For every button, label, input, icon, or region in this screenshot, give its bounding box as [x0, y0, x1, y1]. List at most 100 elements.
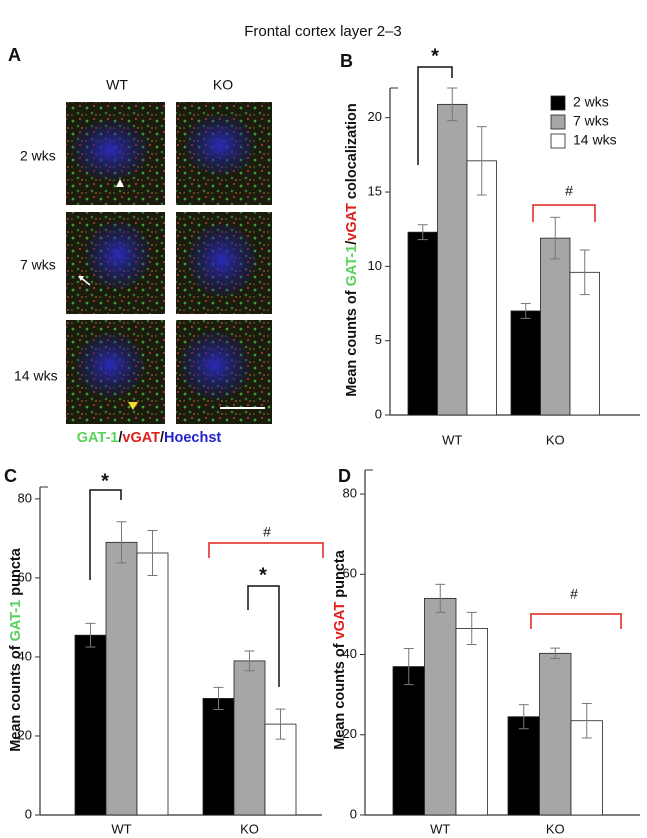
annotation: * [431, 45, 439, 67]
error-bar [275, 708, 286, 740]
error-bar [550, 647, 561, 660]
bar [407, 231, 438, 416]
row-label: 14 wks [14, 368, 58, 384]
text-part: / [160, 430, 164, 446]
text-part: GAT-1 [344, 245, 360, 287]
error-bar [435, 583, 446, 613]
text-part: GAT-1 [77, 430, 119, 446]
y-tick-label: 0 [350, 806, 357, 821]
bracket [89, 489, 122, 580]
panel-letter: C [4, 466, 17, 486]
bracket [417, 66, 453, 165]
bracket [532, 204, 596, 222]
column-label: KO [213, 77, 233, 93]
error-bar [147, 529, 158, 577]
bar [392, 666, 425, 816]
bar [202, 698, 235, 816]
annotation: # [570, 586, 578, 602]
text-part: / [344, 241, 360, 245]
error-bar [518, 704, 529, 730]
y-tick-label: 80 [343, 486, 357, 501]
bar [233, 660, 266, 816]
y-tick-label: 15 [368, 183, 382, 198]
text-part: Mean counts of [332, 639, 348, 749]
annotation: # [263, 524, 271, 540]
y-axis-label: Mean counts of GAT-1 puncta [8, 547, 24, 751]
y-tick-label: 60 [343, 566, 357, 581]
y-tick-label: 0 [375, 406, 382, 421]
bar [136, 552, 169, 816]
bar [510, 310, 541, 416]
text-part: vGAT [332, 602, 348, 640]
column-label: WT [106, 77, 128, 93]
y-tick-label: 20 [18, 727, 32, 742]
legend-label: 7 wks [573, 113, 609, 129]
bar [437, 103, 468, 416]
panel-letter: D [338, 466, 351, 486]
bar [539, 652, 572, 816]
error-bar [417, 224, 428, 241]
y-tick-label: 20 [368, 109, 382, 124]
bar [424, 597, 457, 816]
figure-title: Frontal cortex layer 2–3 [244, 23, 402, 40]
bar [455, 628, 488, 816]
x-tick-label: WT [111, 821, 131, 836]
y-tick-label: 40 [343, 646, 357, 661]
row-label: 2 wks [20, 148, 56, 164]
x-tick-label: WT [442, 432, 462, 447]
text-part: Mean counts of [8, 641, 24, 751]
text-part: Mean counts of [344, 286, 360, 396]
bracket [208, 542, 324, 558]
y-axis-label: Mean counts of vGAT puncta [332, 549, 348, 749]
text-part: GAT-1 [8, 600, 24, 642]
bar [507, 716, 540, 816]
error-bar [403, 648, 414, 686]
bracket [247, 585, 280, 687]
error-bar [520, 303, 531, 319]
text-part: puncta [8, 547, 24, 599]
error-bar [476, 126, 487, 196]
x-tick-label: KO [240, 821, 259, 836]
error-bar [85, 622, 96, 648]
bar [74, 634, 107, 816]
y-tick-label: 0 [25, 806, 32, 821]
error-bar [579, 249, 590, 296]
row-label: 7 wks [20, 257, 56, 273]
y-tick-label: 10 [368, 258, 382, 273]
y-tick-label: 40 [18, 648, 32, 663]
x-tick-label: KO [546, 821, 565, 836]
text-part: / [118, 430, 122, 446]
legend-label: 2 wks [573, 94, 609, 110]
error-bar [116, 521, 127, 564]
bar [540, 237, 571, 416]
y-tick-label: 20 [343, 726, 357, 741]
legend-swatch [550, 114, 566, 130]
error-bar [466, 611, 477, 646]
annotation: # [565, 183, 573, 199]
annotation: * [259, 564, 267, 586]
y-tick-label: 5 [375, 332, 382, 347]
y-axis-label: Mean counts of GAT-1/vGAT colocalization [344, 103, 360, 397]
text-part: puncta [332, 549, 348, 601]
bracket [530, 613, 622, 629]
legend-swatch [550, 95, 566, 111]
error-bar [213, 686, 224, 710]
text-part: Hoechst [164, 430, 221, 446]
x-tick-label: WT [430, 821, 450, 836]
panel-letter: A [8, 45, 21, 65]
x-tick-label: KO [546, 432, 565, 447]
y-tick-label: 80 [18, 490, 32, 505]
panel-letter: B [340, 51, 353, 71]
y-tick-label: 60 [18, 569, 32, 584]
error-bar [581, 702, 592, 739]
legend-swatch [550, 133, 566, 149]
bar [466, 160, 497, 416]
legend-label: 14 wks [573, 132, 617, 148]
error-bar [447, 87, 458, 122]
bar [105, 541, 138, 816]
micrographs [66, 102, 272, 424]
text-part: colocalization [344, 103, 360, 203]
error-bar [550, 216, 561, 260]
error-bar [244, 650, 255, 672]
